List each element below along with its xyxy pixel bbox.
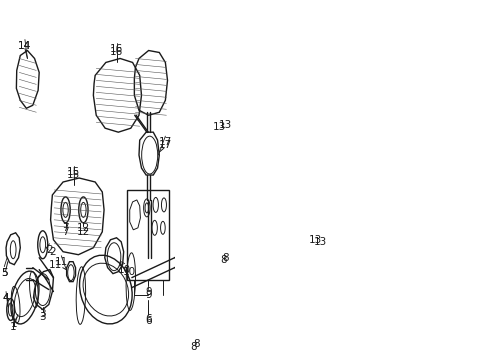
Text: 1: 1 — [10, 323, 17, 332]
Text: 13: 13 — [219, 120, 232, 130]
Text: 12: 12 — [77, 223, 90, 233]
Text: 5: 5 — [1, 267, 7, 278]
Text: 3: 3 — [39, 310, 46, 319]
Text: 3: 3 — [39, 312, 46, 323]
Text: 4: 4 — [3, 293, 9, 302]
Text: 16: 16 — [110, 48, 123, 58]
Text: 13: 13 — [309, 235, 322, 245]
Text: 2: 2 — [46, 245, 53, 255]
Text: 4: 4 — [3, 293, 9, 302]
Text: 17: 17 — [159, 140, 172, 150]
Text: 15: 15 — [67, 170, 80, 180]
Text: 9: 9 — [145, 287, 151, 297]
Text: 6: 6 — [145, 316, 151, 327]
Text: 17: 17 — [159, 137, 172, 147]
Text: 14: 14 — [18, 41, 31, 50]
Text: 13: 13 — [314, 237, 327, 247]
Text: 8: 8 — [222, 253, 229, 263]
Text: 8: 8 — [193, 339, 200, 349]
Text: 7: 7 — [62, 227, 69, 237]
Text: 7: 7 — [62, 223, 69, 233]
Text: 16: 16 — [110, 44, 123, 54]
Text: 2: 2 — [49, 247, 55, 257]
Text: 13: 13 — [213, 122, 226, 132]
Text: 10: 10 — [118, 265, 131, 275]
Text: 12: 12 — [77, 227, 90, 237]
Text: 1: 1 — [11, 319, 18, 329]
Text: 15: 15 — [67, 167, 80, 177]
Text: 6: 6 — [145, 314, 151, 324]
Text: 5: 5 — [1, 267, 7, 278]
Text: 8: 8 — [191, 342, 197, 352]
Text: 14: 14 — [18, 41, 31, 50]
Text: 9: 9 — [145, 289, 151, 300]
Text: 8: 8 — [220, 255, 226, 265]
Bar — [127, 190, 170, 280]
Text: 11: 11 — [49, 260, 62, 270]
Text: 11: 11 — [55, 257, 68, 267]
Text: 10: 10 — [122, 267, 136, 276]
